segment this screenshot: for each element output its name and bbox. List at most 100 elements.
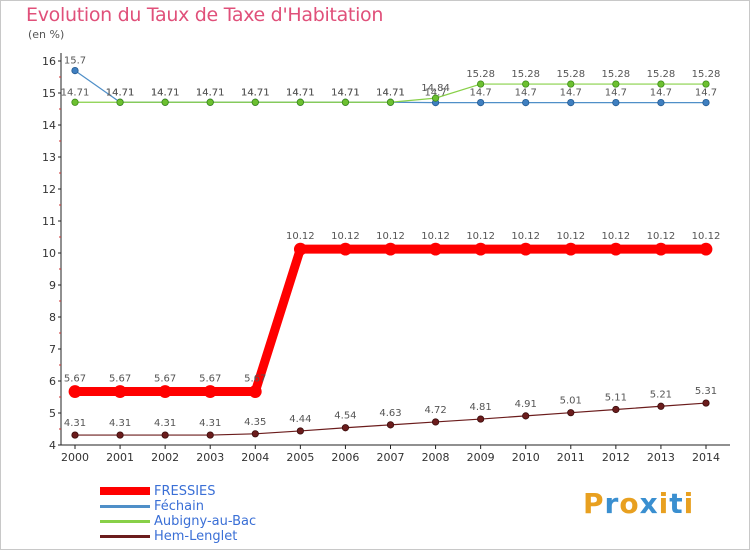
data-label: 14.71: [376, 87, 405, 98]
x-tick-label: 2006: [331, 451, 359, 464]
legend-label: Aubigny-au-Bac: [154, 514, 257, 529]
y-tick-label: 15: [42, 87, 56, 100]
y-tick-label: 13: [42, 151, 56, 164]
data-point: [564, 242, 578, 256]
x-tick-label: 2011: [557, 451, 585, 464]
data-point: [519, 242, 533, 256]
data-label: 10.12: [511, 231, 540, 242]
data-label: 14.71: [151, 87, 180, 98]
data-label: 10.12: [556, 231, 585, 242]
data-label: 14.71: [331, 87, 360, 98]
data-point: [522, 99, 530, 107]
data-label: 14.7: [424, 88, 446, 99]
legend-label: Féchain: [154, 499, 204, 514]
data-point: [161, 98, 169, 106]
data-label: 5.67: [244, 374, 266, 385]
data-label: 4.72: [424, 405, 446, 416]
x-tick-label: 2001: [106, 451, 134, 464]
x-tick-label: 2014: [692, 451, 720, 464]
data-label: 4.31: [109, 418, 131, 429]
data-point: [158, 385, 172, 398]
logo-letter: i: [658, 487, 670, 520]
x-tick-label: 2012: [602, 451, 630, 464]
x-tick-label: 2003: [196, 451, 224, 464]
data-point: [386, 421, 395, 429]
data-label: 10.12: [331, 231, 360, 242]
y-tick-label: 14: [42, 119, 56, 132]
data-label: 14.71: [241, 87, 270, 98]
legend-swatch: [100, 505, 150, 508]
y-tick-label: 12: [42, 183, 56, 196]
data-point: [386, 98, 395, 106]
data-label: 4.44: [289, 414, 311, 425]
logo-letter: t: [669, 487, 684, 520]
data-point: [612, 405, 620, 414]
y-tick-label: 5: [49, 407, 56, 420]
logo-letter: i: [683, 487, 695, 520]
data-point: [296, 427, 304, 435]
data-label: 5.67: [64, 374, 86, 385]
data-point: [477, 80, 485, 88]
x-tick-label: 2000: [61, 451, 89, 464]
data-point: [71, 67, 79, 75]
data-label: 15.28: [647, 69, 676, 80]
chart-title: Evolution du Taux de Taxe d'Habitation: [26, 4, 384, 26]
x-tick-label: 2002: [151, 451, 179, 464]
y-tick-label: 8: [49, 311, 56, 324]
data-label: 14.7: [650, 88, 672, 99]
data-label: 4.63: [379, 408, 401, 419]
data-label: 15.7: [64, 56, 86, 67]
data-label: 5.01: [560, 396, 582, 407]
data-point: [657, 402, 665, 410]
data-label: 14.7: [470, 88, 492, 99]
legend-swatch: [100, 535, 150, 538]
line-chart: 4 5 6 7 8 9 10 11 12 13 14 15 16 2000 2001 2002 2003 2004…: [42, 53, 730, 464]
data-label: 14.71: [286, 87, 315, 98]
y-tick-label: 11: [42, 215, 56, 228]
data-label: 14.7: [515, 88, 537, 99]
data-point: [251, 430, 259, 438]
data-label: 10.12: [692, 231, 721, 242]
data-point: [429, 242, 442, 256]
data-label: 5.11: [605, 392, 627, 403]
data-point: [116, 98, 124, 106]
data-point: [71, 98, 79, 106]
logo-letter: o: [619, 487, 640, 520]
data-point: [702, 399, 710, 407]
data-point: [702, 99, 710, 107]
data-point: [699, 242, 713, 256]
data-point: [296, 98, 304, 106]
data-label: 14.71: [331, 87, 360, 98]
series-line-0: [75, 244, 706, 397]
data-label: 14.7: [605, 88, 627, 99]
y-tick-label: 7: [49, 343, 56, 356]
data-point: [431, 94, 440, 102]
data-point: [116, 431, 124, 439]
legend-swatch: [100, 520, 150, 523]
data-point: [567, 409, 575, 417]
data-point: [203, 385, 217, 398]
data-point: [248, 385, 262, 398]
data-label: 15.28: [511, 69, 540, 80]
data-label: 4.31: [154, 418, 176, 429]
legend-label: FRESSIES: [154, 484, 216, 499]
data-point: [477, 415, 485, 423]
data-label: 14.71: [376, 87, 405, 98]
data-point: [431, 418, 440, 426]
x-tick-label: 2010: [512, 451, 540, 464]
data-label: 10.12: [421, 231, 450, 242]
logo-letter: x: [639, 487, 659, 520]
data-label: 10.12: [286, 231, 315, 242]
data-label: 14.71: [196, 87, 225, 98]
data-label: 14.71: [106, 87, 135, 98]
data-label: 10.12: [602, 231, 631, 242]
x-tick-label: 2009: [467, 451, 495, 464]
data-point: [341, 424, 350, 432]
x-tick-label: 2013: [647, 451, 675, 464]
legend-label: Hem-Lenglet: [154, 529, 238, 544]
data-label: 14.71: [151, 87, 180, 98]
y-tick-label: 4: [49, 439, 56, 452]
data-point: [567, 80, 575, 88]
data-label: 4.91: [515, 399, 537, 410]
